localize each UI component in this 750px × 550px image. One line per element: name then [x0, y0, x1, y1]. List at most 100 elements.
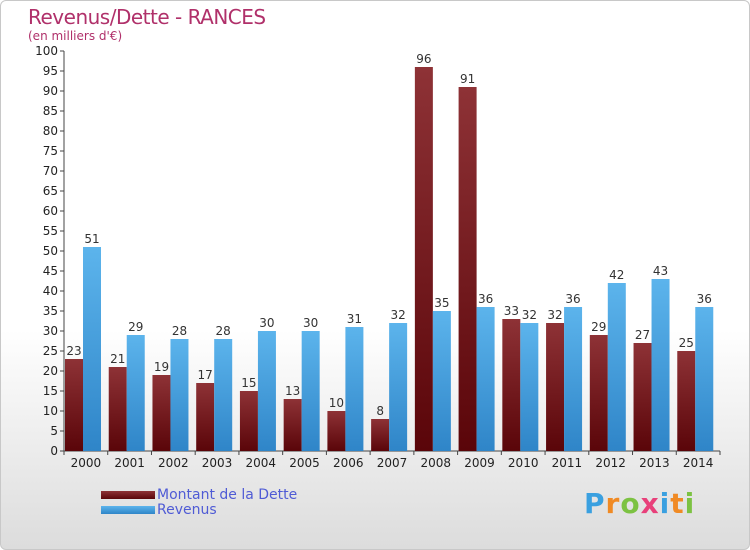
bar-revenue: [564, 307, 583, 451]
bar-revenue-value-label: 30: [259, 316, 274, 330]
y-tick-label: 30: [43, 324, 58, 338]
bar-debt: [196, 383, 215, 451]
x-tick-label: 2005: [289, 456, 320, 470]
y-tick-label: 80: [43, 124, 58, 138]
x-tick-label: 2013: [639, 456, 670, 470]
bar-revenue-value-label: 51: [84, 232, 99, 246]
x-tick-label: 2010: [508, 456, 539, 470]
x-tick-label: 2006: [333, 456, 364, 470]
bar-revenue: [126, 335, 145, 451]
bar-debt-value-label: 96: [416, 52, 431, 66]
y-tick-label: 40: [43, 284, 58, 298]
legend-swatch-debt: [101, 490, 155, 499]
y-tick-label: 100: [35, 44, 58, 58]
logo-letter: P: [584, 487, 606, 520]
legend-item-revenue: Revenus: [101, 501, 297, 518]
bar-debt: [502, 319, 521, 451]
legend-item-debt: Montant de la Dette: [101, 486, 298, 503]
bar-revenue: [695, 307, 714, 451]
bar-debt: [589, 335, 608, 451]
y-tick-label: 60: [43, 204, 58, 218]
bar-debt-value-label: 10: [329, 396, 344, 410]
bar-debt: [108, 367, 127, 451]
x-tick-label: 2014: [683, 456, 714, 470]
x-tick-label: 2002: [158, 456, 189, 470]
y-tick-label: 20: [43, 364, 58, 378]
bar-revenue-value-label: 30: [303, 316, 318, 330]
bar-debt-value-label: 23: [66, 344, 81, 358]
y-tick-label: 50: [43, 244, 58, 258]
bar-revenue: [257, 331, 276, 451]
bar-revenue-value-label: 43: [653, 264, 668, 278]
bar-debt-value-label: 25: [679, 336, 694, 350]
y-tick-label: 75: [43, 144, 58, 158]
bar-debt-value-label: 17: [198, 368, 213, 382]
logo-letter: o: [620, 487, 641, 520]
bar-debt-value-label: 32: [547, 308, 562, 322]
bar-revenue-value-label: 36: [565, 292, 580, 306]
bar-debt-value-label: 8: [376, 404, 384, 418]
legend-label-debt: Montant de la Dette: [157, 486, 298, 503]
x-tick-label: 2008: [420, 456, 451, 470]
bar-revenue: [301, 331, 320, 451]
bar-debt-value-label: 91: [460, 72, 475, 86]
x-tick-label: 2011: [552, 456, 583, 470]
legend-label-revenue: Revenus: [157, 501, 217, 518]
bar-revenue-value-label: 31: [347, 312, 362, 326]
y-tick-label: 45: [43, 264, 58, 278]
x-tick-label: 2009: [464, 456, 495, 470]
logo-letter: i: [659, 487, 671, 520]
bar-revenue-value-label: 28: [172, 324, 187, 338]
bar-revenue: [607, 283, 626, 451]
bar-revenue: [214, 339, 233, 451]
bar-debt: [371, 419, 390, 451]
bar-revenue-value-label: 28: [216, 324, 231, 338]
bar-debt: [283, 399, 302, 451]
y-tick-label: 0: [50, 444, 58, 458]
bar-revenue-value-label: 42: [609, 268, 624, 282]
x-tick-label: 2004: [246, 456, 277, 470]
bar-revenue: [476, 307, 495, 451]
bar-debt-value-label: 13: [285, 384, 300, 398]
bar-debt-value-label: 33: [504, 304, 519, 318]
y-tick-label: 65: [43, 184, 58, 198]
chart-subtitle: (en milliers d'€): [28, 29, 123, 43]
bar-revenue-value-label: 32: [522, 308, 537, 322]
bar-debt-value-label: 29: [591, 320, 606, 334]
y-tick-label: 90: [43, 84, 58, 98]
bar-debt: [414, 67, 433, 451]
y-tick-label: 10: [43, 404, 58, 418]
x-tick-label: 2012: [595, 456, 626, 470]
y-tick-label: 85: [43, 104, 58, 118]
bar-debt: [239, 391, 258, 451]
bar-debt: [546, 323, 565, 451]
bar-revenue: [83, 247, 101, 451]
y-tick-label: 35: [43, 304, 58, 318]
bar-revenue: [170, 339, 189, 451]
bar-debt-value-label: 27: [635, 328, 650, 342]
y-tick-label: 70: [43, 164, 58, 178]
bar-revenue: [389, 323, 408, 451]
bar-debt: [633, 343, 652, 451]
bar-debt: [458, 87, 477, 451]
bar-debt: [327, 411, 346, 451]
legend-swatch-revenue: [101, 505, 155, 514]
x-tick-label: 2007: [377, 456, 408, 470]
y-tick-label: 95: [43, 64, 58, 78]
bar-revenue-value-label: 32: [390, 308, 405, 322]
bar-revenue-value-label: 36: [478, 292, 493, 306]
bar-debt-value-label: 21: [110, 352, 125, 366]
logo-letter: r: [605, 487, 621, 520]
bar-revenue-value-label: 29: [128, 320, 143, 334]
bar-revenue-value-label: 36: [697, 292, 712, 306]
y-tick-label: 5: [50, 424, 58, 438]
bar-debt-value-label: 15: [241, 376, 256, 390]
x-tick-label: 2003: [202, 456, 233, 470]
bar-debt: [152, 375, 171, 451]
bar-debt-value-label: 19: [154, 360, 169, 374]
chart-title: Revenus/Dette - RANCES: [28, 5, 266, 29]
bar-revenue-value-label: 35: [434, 296, 449, 310]
y-tick-label: 55: [43, 224, 58, 238]
